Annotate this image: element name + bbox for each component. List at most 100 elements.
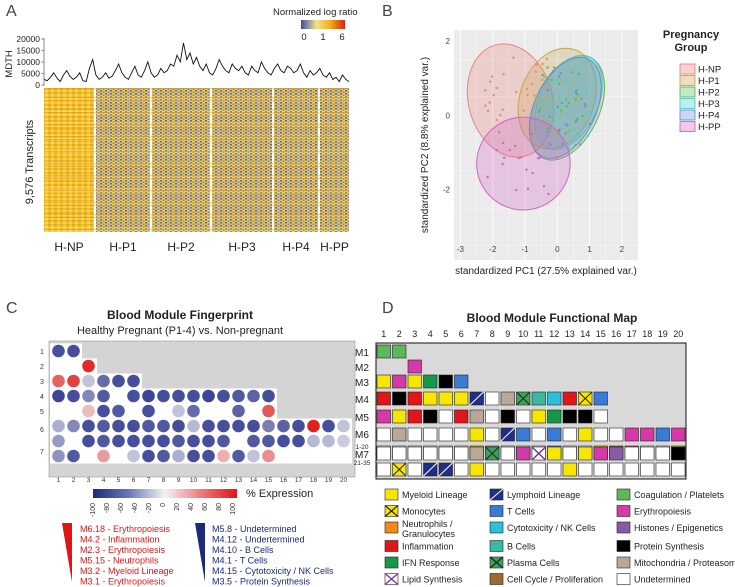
pca-point <box>559 109 563 112</box>
fingerprint-col-label: 13 <box>235 477 243 484</box>
functional-col-label: 15 <box>596 329 606 339</box>
heatmap-stripe <box>44 99 349 100</box>
fingerprint-dot <box>277 434 290 448</box>
pca-point <box>541 78 544 81</box>
functional-cell-mye <box>423 391 438 406</box>
pca-point <box>583 105 587 108</box>
functional-col-label: 9 <box>505 329 510 339</box>
heatmap-stripe <box>44 109 349 110</box>
fingerprint-dot <box>157 389 170 403</box>
fingerprint-dot <box>142 419 155 433</box>
pca-point <box>572 67 576 71</box>
pca-point <box>581 114 584 118</box>
heatmap-stripe <box>44 101 349 102</box>
fingerprint-dot <box>172 389 185 403</box>
functional-row-label: M7 <box>355 450 369 461</box>
heatmap-stripe <box>44 122 349 123</box>
percent-expression-ticks: -100 -80 -60 -40 -20 0 20 40 60 80 100 <box>90 503 237 517</box>
fingerprint-empty-cell <box>67 404 80 418</box>
pca-point <box>486 175 489 179</box>
pca-ellipses <box>466 43 606 211</box>
fingerprint-dot <box>247 389 260 403</box>
mdth-profile-line <box>43 42 350 83</box>
pca-point <box>574 97 577 100</box>
functional-cell-mye <box>376 374 391 389</box>
pca-point <box>574 91 577 94</box>
functional-cell-und <box>655 462 670 477</box>
heatmap-stripe <box>44 175 349 176</box>
fingerprint-dot <box>67 449 80 463</box>
legend-text: Histones / Epigenetics <box>634 523 724 533</box>
pca-point <box>541 73 544 77</box>
fingerprint-dot <box>127 389 140 403</box>
fingerprint-dot <box>187 434 200 448</box>
pca-point <box>492 93 496 97</box>
legend-swatch-h-pp <box>679 121 696 132</box>
cross-line <box>384 505 399 517</box>
heatmap-stripe <box>44 229 349 230</box>
pca-point <box>556 78 559 82</box>
functional-cell-prot <box>438 374 453 389</box>
pca-point <box>552 101 555 104</box>
legend-text: IFN Response <box>402 558 460 568</box>
legend-text: Protein Synthesis <box>634 542 705 552</box>
fingerprint-col-label: 20 <box>340 477 348 484</box>
fingerprint-empty-cell <box>337 449 350 463</box>
pca-point <box>564 78 567 82</box>
functional-cell-und <box>562 427 577 442</box>
pca-point <box>559 71 562 75</box>
pca-point <box>484 89 487 92</box>
pca-point <box>551 105 555 108</box>
functional-cell-coag <box>376 344 391 359</box>
pca-point <box>551 99 554 102</box>
pca-point <box>550 78 554 82</box>
legend-label: H-NP <box>698 65 721 76</box>
heatmap-stripe <box>44 190 349 191</box>
pca-point <box>502 73 505 76</box>
functional-cell-ery <box>593 446 608 461</box>
functional-cell-und <box>423 446 438 461</box>
pca-point <box>560 112 563 116</box>
heatmap-stripe <box>44 111 349 112</box>
functional-col-label: 3 <box>412 329 417 339</box>
functional-cell-und <box>516 462 531 477</box>
fingerprint-dot <box>172 434 185 448</box>
functional-cell-prot <box>671 446 686 461</box>
pca-ellipse-h-np <box>466 43 555 158</box>
heatmap-stripe <box>44 88 349 89</box>
percent-expression-tick: 20 <box>174 503 181 511</box>
heatmap-stripe <box>44 112 349 113</box>
functional-cell-und <box>438 427 453 442</box>
pca-point <box>584 111 588 115</box>
fingerprint-dot <box>82 389 95 403</box>
pca-point <box>564 132 567 135</box>
functional-cell-inf <box>562 391 577 406</box>
fingerprint-dot <box>262 389 275 403</box>
fingerprint-dot <box>112 434 125 448</box>
functional-col-label: 18 <box>642 329 652 339</box>
pca-point <box>586 104 589 107</box>
functional-cell-und <box>485 391 500 406</box>
legend-title-line1: Pregnancy <box>663 29 720 41</box>
functional-col-label: 4 <box>428 329 433 339</box>
pca-point <box>550 121 553 124</box>
functional-cell-und <box>376 427 391 442</box>
heatmap-stripe <box>44 140 349 141</box>
fingerprint-dot <box>97 374 110 388</box>
percent-expression-tick: -100 <box>90 503 97 517</box>
pca-point <box>547 127 550 130</box>
functional-cell-prot <box>423 409 438 424</box>
pca-point <box>533 94 536 97</box>
fingerprint-dot <box>157 434 170 448</box>
percent-expression-tick: -60 <box>118 503 125 513</box>
heatmap-stripe <box>44 231 349 232</box>
functional-map-grid <box>375 342 687 480</box>
panel-c-label: C <box>6 300 18 317</box>
pca-point <box>508 148 511 152</box>
functional-cell-und <box>454 427 469 442</box>
legend-swatch-h-p4 <box>679 109 696 121</box>
functional-cell-und <box>531 462 546 477</box>
legend-swatch-mye <box>384 488 399 501</box>
fingerprint-empty-cell <box>202 404 215 418</box>
